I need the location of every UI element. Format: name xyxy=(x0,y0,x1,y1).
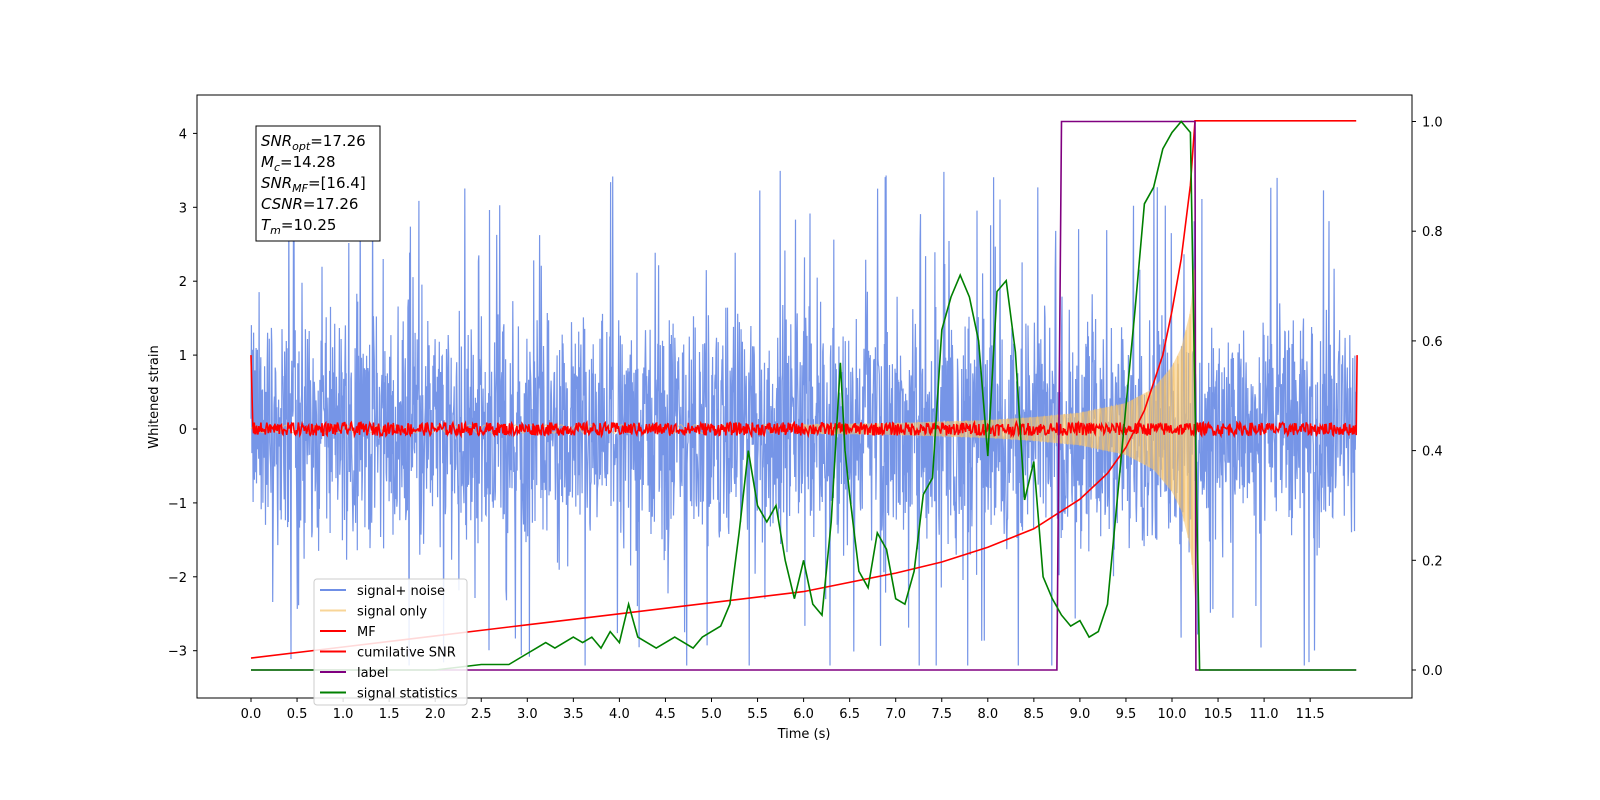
x-axis-label: Time (s) xyxy=(777,727,831,742)
legend: signal+ noise signal only MF cumilative SNR… xyxy=(313,578,468,706)
x-tick-label: 6.0 xyxy=(793,707,814,722)
signal-statistics-series xyxy=(251,120,1357,671)
x-tick-label: 2.0 xyxy=(425,707,446,722)
x-tick-label: 11.5 xyxy=(1296,707,1325,722)
plot-area xyxy=(250,120,1358,671)
x-tick-label: 10.0 xyxy=(1158,707,1187,722)
y-axis-ticks: −3 −2 −1 0 1 2 3 4 xyxy=(168,127,197,660)
info-box-line: SNRMF=[16.4] xyxy=(261,174,366,195)
cumulative-snr-series xyxy=(250,120,1357,659)
y-tick-label: 4 xyxy=(179,127,187,142)
y2-tick-label: 1.0 xyxy=(1422,116,1443,131)
y-tick-label: 1 xyxy=(179,349,187,364)
y-tick-label: 3 xyxy=(179,201,187,216)
info-box: SNRopt=17.26Mc=14.28SNRMF=[16.4]CSNR=17.… xyxy=(255,125,381,242)
x-tick-label: 3.5 xyxy=(563,707,584,722)
y-tick-label: 0 xyxy=(179,423,187,438)
x-tick-label: 8.5 xyxy=(1024,707,1045,722)
y2-tick-label: 0.4 xyxy=(1422,445,1443,460)
y-tick-label: −1 xyxy=(168,497,187,512)
info-box-line: SNRopt=17.26 xyxy=(261,132,366,153)
x-tick-label: 2.5 xyxy=(471,707,492,722)
y2-tick-label: 0.8 xyxy=(1422,225,1443,240)
info-box-frame xyxy=(255,125,381,242)
legend-label: label xyxy=(357,666,388,681)
plot-frame xyxy=(196,94,1413,699)
x-tick-label: 9.5 xyxy=(1116,707,1137,722)
x-tick-label: 1.0 xyxy=(333,707,354,722)
y2-tick-label: 0.0 xyxy=(1422,664,1443,679)
mf-line xyxy=(250,355,1358,439)
y2-axis-ticks: 0.0 0.2 0.4 0.6 0.8 1.0 xyxy=(1412,116,1443,679)
x-axis-ticks: 0.0 0.5 1.0 1.5 2.0 2.5 3.0 3.5 4.0 4.5 5.0 5.5 6.0 6… xyxy=(241,698,1325,722)
x-tick-label: 6.5 xyxy=(839,707,860,722)
info-box-line: Tm=10.25 xyxy=(261,216,336,237)
x-tick-label: 11.0 xyxy=(1250,707,1279,722)
y2-tick-label: 0.2 xyxy=(1422,554,1443,569)
legend-label: signal only xyxy=(357,605,427,620)
x-tick-label: 0.0 xyxy=(241,707,262,722)
y-tick-label: −2 xyxy=(168,571,187,586)
legend-label: MF xyxy=(357,625,376,640)
x-tick-label: 7.5 xyxy=(931,707,952,722)
mf-series xyxy=(250,355,1358,439)
x-tick-label: 4.0 xyxy=(609,707,630,722)
x-tick-label: 4.5 xyxy=(655,707,676,722)
y-tick-label: 2 xyxy=(179,275,187,290)
info-box-line: CSNR=17.26 xyxy=(261,195,358,213)
y-tick-label: −3 xyxy=(168,645,187,660)
x-tick-label: 1.5 xyxy=(379,707,400,722)
legend-label: cumilative SNR xyxy=(357,646,456,661)
legend-label: signal+ noise xyxy=(357,584,445,599)
x-tick-label: 5.0 xyxy=(701,707,722,722)
x-tick-label: 9.0 xyxy=(1070,707,1091,722)
signal-statistics-line xyxy=(251,120,1357,671)
x-tick-label: 0.5 xyxy=(287,707,308,722)
legend-label: signal statistics xyxy=(357,687,458,702)
info-box-line: Mc=14.28 xyxy=(261,153,336,174)
x-tick-label: 10.5 xyxy=(1204,707,1233,722)
x-tick-label: 5.5 xyxy=(747,707,768,722)
x-tick-label: 3.0 xyxy=(517,707,538,722)
cumulative-snr-line xyxy=(250,120,1357,659)
y-axis-label: Whitened strain xyxy=(147,345,162,448)
x-tick-label: 7.0 xyxy=(885,707,906,722)
y2-tick-label: 0.6 xyxy=(1422,335,1443,350)
x-tick-label: 8.0 xyxy=(977,707,998,722)
legend-frame xyxy=(313,578,468,706)
